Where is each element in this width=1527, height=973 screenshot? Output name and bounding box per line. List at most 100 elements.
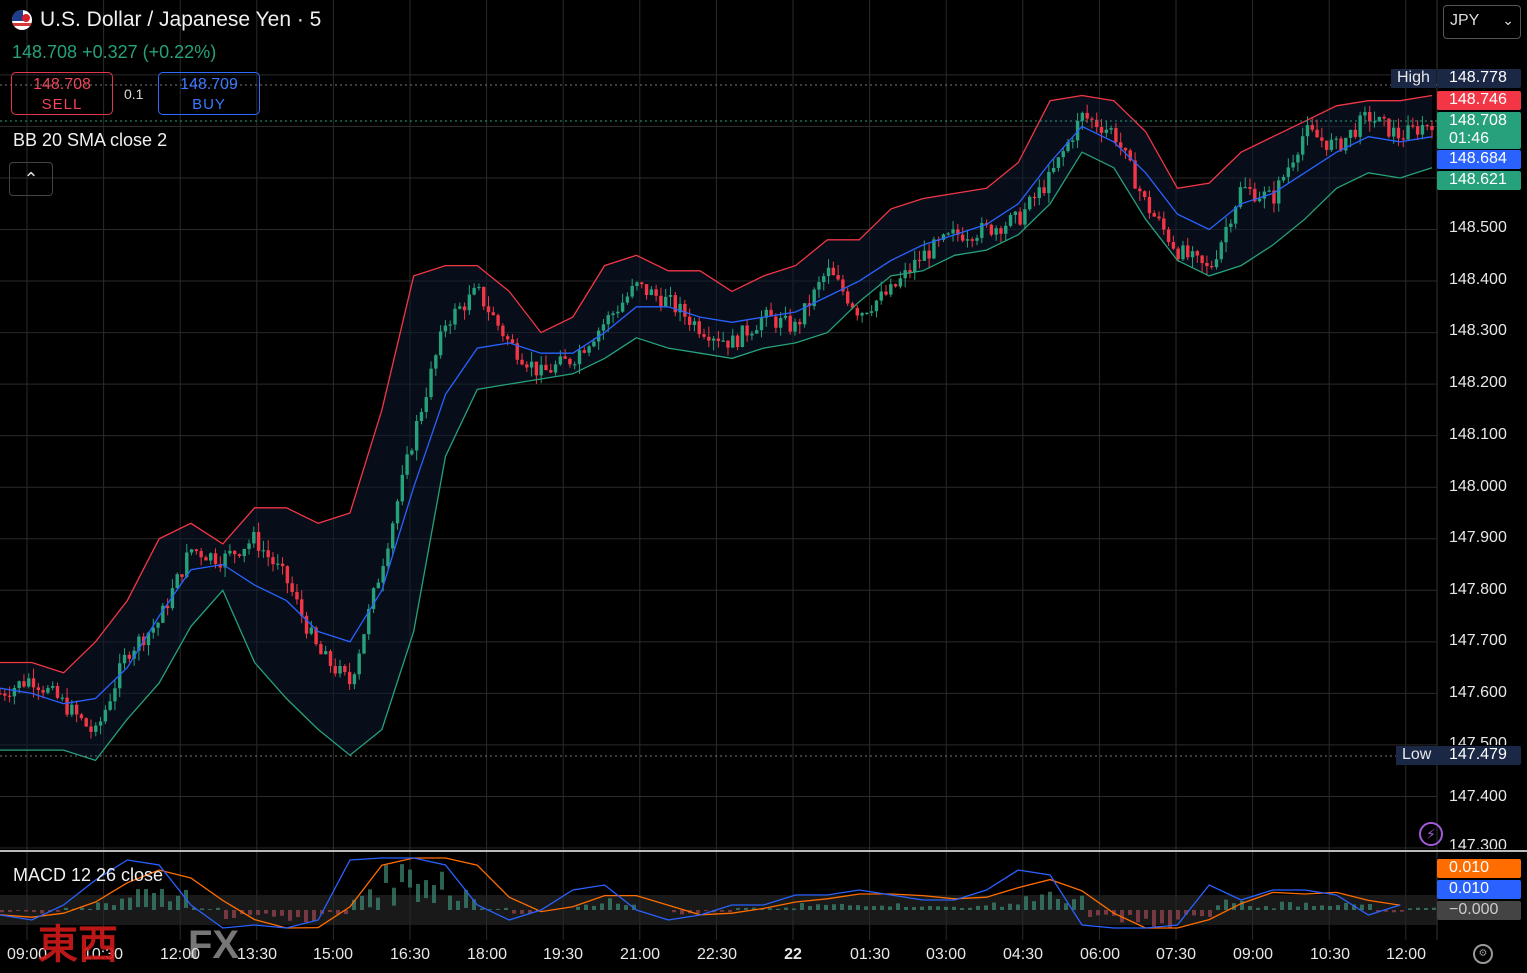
candle-body [323, 651, 328, 655]
candle-body [822, 276, 826, 283]
candle-body [640, 282, 644, 285]
candle-body [687, 316, 692, 325]
bollinger-indicator-title[interactable]: BB 20 SMA close 2 [13, 130, 168, 150]
candle-body [1176, 248, 1180, 260]
candle-body [98, 721, 103, 726]
y-tick: 147.800 [1449, 581, 1507, 598]
macd-histogram-bar [912, 907, 916, 910]
y-tick: 148.300 [1449, 322, 1507, 339]
macd-histogram-bar [152, 893, 156, 910]
candle-body [726, 340, 730, 348]
macd-histogram-bar [432, 885, 436, 904]
candle-body [1277, 180, 1281, 204]
macd-histogram-bar [1016, 904, 1020, 910]
candle-body [103, 709, 108, 722]
candle-body [1286, 167, 1291, 177]
candle-body [367, 608, 371, 635]
macd-pane [0, 857, 1437, 929]
macd-signal-tag: 0.010 [1437, 859, 1521, 878]
macd-histogram-bar [968, 907, 972, 910]
candle-body [711, 338, 716, 341]
bar-countdown: 01:46 [1449, 130, 1490, 147]
candle-body [0, 693, 2, 695]
candle-body [1358, 115, 1362, 137]
macd-histogram-bar [496, 908, 500, 910]
lightning-icon[interactable]: ⚡ [1419, 822, 1443, 846]
candle-body [1329, 139, 1334, 150]
macd-histogram-bar [608, 898, 612, 910]
macd-histogram-bar [1200, 910, 1204, 917]
macd-histogram-bar [1360, 904, 1364, 910]
candle-body [472, 287, 476, 295]
candle-body [1229, 223, 1233, 227]
candle-body [429, 368, 433, 398]
low-value-tag: 147.479 [1437, 746, 1521, 765]
x-tick: 06:00 [1079, 946, 1121, 963]
candle-body [237, 554, 242, 557]
candle-body [1305, 125, 1310, 137]
macd-histogram-bar [680, 910, 684, 915]
candle-body [113, 688, 117, 702]
candle-body [534, 361, 539, 376]
macd-histogram-bar [1136, 910, 1140, 923]
candle-body [1267, 190, 1271, 192]
macd-indicator-title[interactable]: MACD 12 26 close [13, 865, 164, 885]
candle-body [874, 300, 879, 312]
macd-histogram-bar [616, 903, 620, 910]
candle-body [232, 550, 237, 555]
candle-body [41, 690, 45, 693]
macd-histogram-bar [904, 906, 908, 910]
macd-histogram-bar [1168, 910, 1172, 928]
candle-body [146, 632, 151, 646]
macd-histogram-bar [1224, 899, 1228, 910]
candle-body [956, 229, 960, 235]
macd-histogram-bar [1176, 910, 1180, 920]
candle-body [1391, 127, 1396, 137]
candle-body [917, 259, 922, 262]
candle-body [161, 605, 165, 623]
candle-body [223, 553, 227, 568]
macd-histogram-bar [624, 905, 628, 910]
candle-body [1162, 218, 1166, 230]
x-tick: 15:00 [312, 946, 354, 963]
symbol-title[interactable]: U.S. Dollar / Japanese Yen · 5 [12, 8, 321, 32]
candle-body [266, 550, 270, 558]
currency-selector[interactable]: JPY ⌄ [1443, 5, 1521, 39]
macd-histogram-bar [1336, 905, 1340, 910]
settings-gear-icon[interactable]: ⚙ [1473, 944, 1493, 964]
macd-histogram-bar [1216, 905, 1220, 910]
candle-body [27, 678, 31, 687]
candle-body [1051, 167, 1056, 172]
currency-value: JPY [1450, 12, 1480, 29]
candle-body [668, 295, 673, 297]
buy-button[interactable]: 148.709 BUY [158, 72, 260, 115]
sell-label: SELL [41, 96, 83, 113]
macd-histogram-bar [776, 908, 780, 910]
candle-body [965, 239, 970, 241]
candle-body [1382, 116, 1386, 119]
x-tick: 10:30 [82, 946, 124, 963]
candle-body [1430, 126, 1434, 131]
candle-body [927, 250, 931, 259]
candle-body [1205, 262, 1209, 266]
macd-histogram-bar [1376, 910, 1380, 912]
candle-body [865, 312, 869, 315]
quantity-value[interactable]: 0.1 [124, 86, 144, 102]
candle-body [802, 303, 807, 325]
candle-body [328, 651, 333, 667]
candle-body [606, 315, 610, 325]
low-label: Low [1396, 746, 1438, 765]
sell-button[interactable]: 148.708 SELL [11, 72, 113, 115]
collapse-indicators-button[interactable]: ⌃ [9, 162, 53, 196]
macd-histogram-bar [768, 908, 772, 910]
candle-body [357, 653, 361, 675]
candle-body [1344, 137, 1348, 151]
candle-body [491, 312, 495, 316]
candle-body [616, 311, 620, 314]
candle-body [1099, 127, 1104, 133]
macd-histogram-bar [80, 907, 84, 910]
candle-body [1214, 259, 1219, 268]
macd-histogram-bar [1424, 908, 1428, 910]
macd-histogram-tag: −0.000 [1437, 901, 1521, 920]
